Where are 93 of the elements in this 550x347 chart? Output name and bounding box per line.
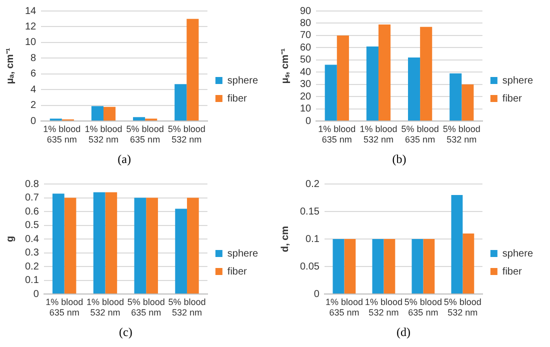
bar [324,64,337,120]
bar [378,24,391,120]
y-axis-title: μₛ, cm⁻¹ [280,48,291,84]
legend-label: sphere [502,248,534,260]
x-tick-label: 5% blood 532 nm [168,296,206,318]
legend-label: sphere [227,248,258,260]
y-tick-label: 0.2 [24,261,40,272]
bar [175,208,187,294]
y-tick-label: 12 [25,21,37,32]
y-tick-label: 14 [25,6,37,17]
bar [423,239,435,294]
y-tick-label: 70 [300,30,312,42]
y-tick-label: 0.1 [24,275,40,286]
x-tick-label: 1% blood 635 nm [46,296,84,318]
bar [146,198,158,294]
x-tick-label: 5% blood 532 nm [444,296,482,318]
bar [366,46,378,120]
bar [133,117,146,120]
y-tick-label: 80 [300,18,312,29]
bar [384,239,396,294]
y-tick-label: 0.6 [24,206,40,218]
x-tick-label: 5% blood 532 nm [168,124,206,145]
bar [462,234,474,294]
bar [91,106,104,120]
x-tick-label: 5% blood 635 nm [404,296,442,318]
bar [450,73,462,120]
legend-label: sphere [227,75,258,86]
legend-label: fiber [502,266,523,278]
y-tick-label: 0 [30,116,37,127]
bar [52,194,64,294]
y-tick-label: 0.1 [306,234,320,245]
bar [451,195,463,294]
x-tick-label: 1% blood 635 nm [43,124,81,145]
y-tick-label: 0.3 [24,248,40,258]
y-axis-title: g [4,236,16,242]
bar [186,198,199,294]
y-tick-label: 0.5 [24,220,40,231]
y-tick-label: 90 [300,6,312,17]
bar [103,106,116,120]
bar [105,192,118,294]
y-tick-label: 0.8 [24,178,40,190]
y-axis-title: μₐ, cm⁻¹ [4,47,16,84]
x-tick-label: 5% blood 532 nm [442,124,480,145]
y-tick-label: 0.7 [24,192,40,204]
bar [93,192,106,294]
y-axis-title: d, cm [280,226,291,252]
bar [344,239,356,294]
x-tick-label: 1% blood 532 nm [360,124,398,145]
x-tick-label: 1% blood 532 nm [364,296,402,318]
bar [462,84,474,120]
bar [420,26,432,120]
y-tick-label: 4 [30,84,37,96]
x-axis-title: (a) [118,152,131,166]
x-tick-label: 1% blood 532 nm [84,124,122,145]
y-tick-label: 60 [300,42,312,54]
bar [134,198,146,294]
y-tick-label: 8 [30,52,37,64]
x-axis-title: (d) [396,324,410,339]
legend-label: fiber [502,93,523,104]
y-tick-label: 0.2 [306,178,320,190]
bar [174,84,187,120]
x-tick-label: 1% blood 635 nm [318,124,356,145]
y-tick-label: 6 [30,68,37,80]
y-tick-label: 0.4 [24,234,40,245]
legend-label: fiber [227,93,248,104]
legend-label: sphere [502,75,534,86]
x-tick-label: 5% blood 635 nm [126,124,164,145]
y-tick-label: 0 [33,288,40,300]
y-tick-label: 40 [300,66,312,78]
y-tick-label: 0 [314,288,320,300]
y-tick-label: 10 [300,104,312,115]
x-axis-title: (b) [392,152,406,166]
x-axis-title: (c) [119,324,132,339]
x-tick-label: 5% blood 635 nm [127,296,165,318]
y-tick-label: 20 [300,91,312,102]
y-tick-label: 50 [300,54,312,66]
bar [372,239,384,294]
bar [64,198,76,294]
x-tick-label: 5% blood 635 nm [401,124,439,145]
bar [336,35,349,120]
bar [186,18,199,120]
y-tick-label: 0.05 [300,261,320,272]
y-tick-label: 0.15 [300,206,320,218]
y-tick-label: 0 [306,116,312,127]
x-tick-label: 1% blood 635 nm [325,296,363,318]
bar [408,57,420,120]
y-tick-label: 30 [300,79,312,90]
bar [412,239,424,294]
bar [332,239,344,294]
y-tick-label: 10 [25,37,37,48]
y-tick-label: 2 [30,100,37,112]
legend-label: fiber [227,266,248,278]
x-tick-label: 1% blood 532 nm [86,296,124,318]
